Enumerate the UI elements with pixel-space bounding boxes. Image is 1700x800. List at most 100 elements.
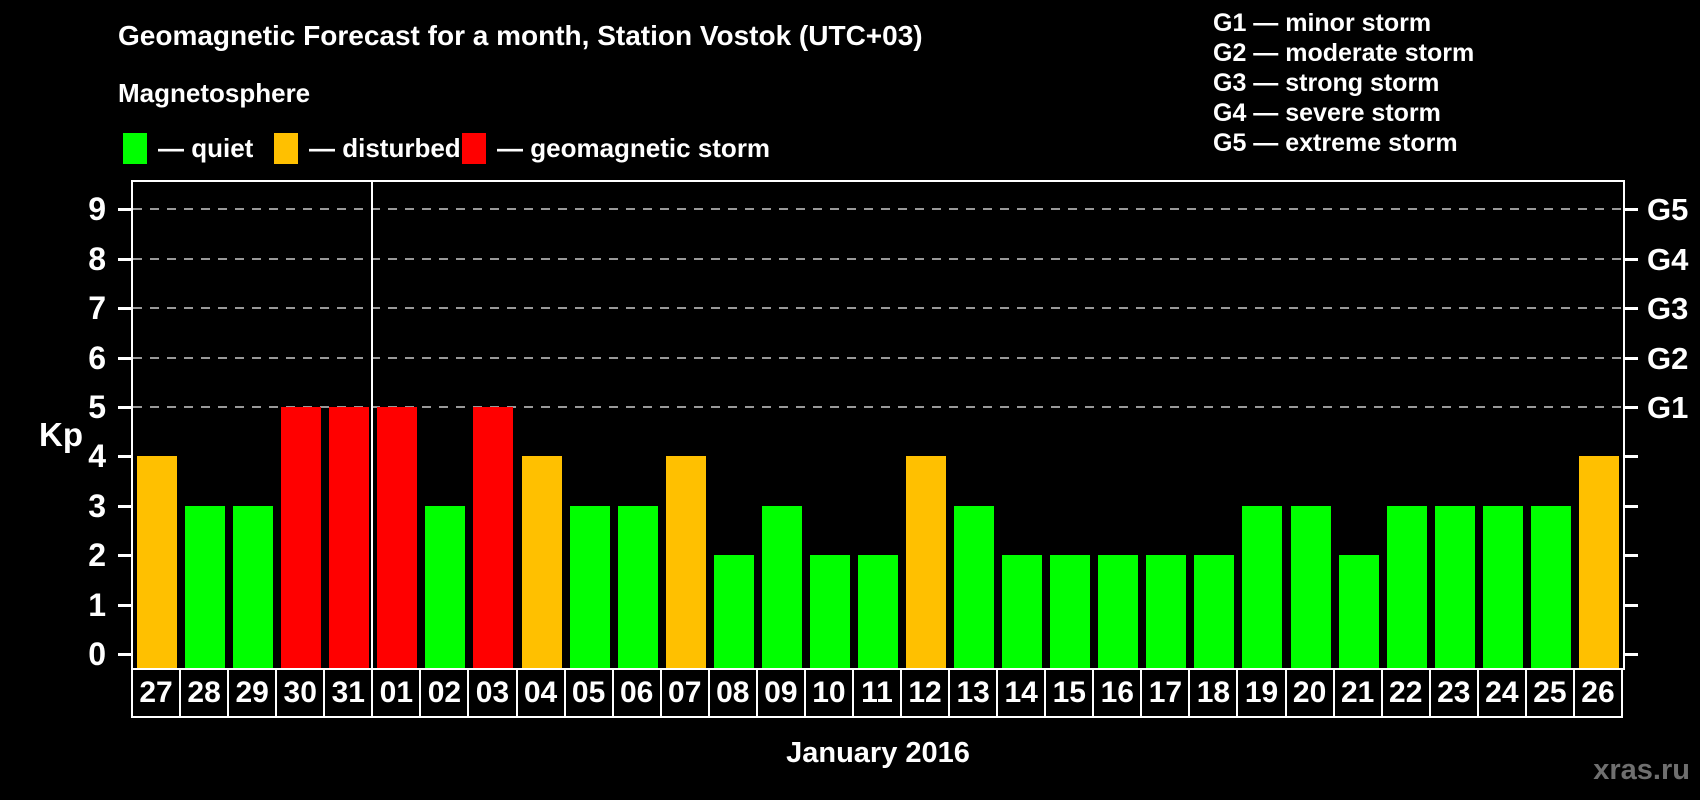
y-tick-left-2 <box>118 554 131 558</box>
day-cell-12: 12 <box>900 668 951 718</box>
kp-bar-day-31 <box>329 407 370 668</box>
kp-bar-day-15 <box>1050 555 1091 668</box>
kp-bar-day-09 <box>761 505 802 668</box>
day-cell-07: 07 <box>659 668 710 718</box>
legend-item-storm: — geomagnetic storm <box>462 132 770 164</box>
g-scale-legend-line: G5 — extreme storm <box>1213 129 1458 157</box>
g-label-G4: G4 <box>1647 241 1689 277</box>
kp-bar-day-27 <box>137 456 177 668</box>
kp-bar-day-21 <box>1338 555 1379 668</box>
storm-color-swatch <box>462 132 486 164</box>
day-cell-14: 14 <box>996 668 1047 718</box>
y-tick-left-7 <box>118 307 131 311</box>
y-tick-right-6 <box>1625 356 1638 360</box>
gridline-kp5 <box>133 406 1623 408</box>
y-tick-right-7 <box>1625 307 1638 311</box>
legend-disturbed-label: — disturbed <box>309 132 461 163</box>
kp-bar-day-01 <box>377 407 418 668</box>
kp-bar-day-14 <box>1002 555 1043 668</box>
legend-storm-label: — geomagnetic storm <box>497 132 771 163</box>
quiet-color-swatch <box>123 132 147 164</box>
kp-bar-day-29 <box>233 505 274 668</box>
g-label-G2: G2 <box>1647 340 1689 376</box>
y-tick-left-8 <box>118 257 131 261</box>
g-scale-legend-line: G2 — moderate storm <box>1213 39 1475 67</box>
day-cell-05: 05 <box>563 668 614 718</box>
kp-bar-day-05 <box>569 505 610 668</box>
day-cell-22: 22 <box>1380 668 1431 718</box>
y-tick-label-7: 7 <box>88 290 106 327</box>
day-cell-26: 26 <box>1572 668 1623 718</box>
day-cell-27: 27 <box>131 668 182 718</box>
kp-bar-day-24 <box>1482 505 1523 668</box>
y-tick-right-5 <box>1625 406 1638 409</box>
kp-bar-day-06 <box>617 505 658 668</box>
kp-bar-day-07 <box>665 456 706 668</box>
y-tick-right-8 <box>1625 257 1638 261</box>
y-tick-label-9: 9 <box>88 191 106 228</box>
kp-bar-day-19 <box>1242 505 1283 668</box>
y-tick-label-5: 5 <box>88 389 106 425</box>
day-cell-02: 02 <box>419 668 470 718</box>
y-tick-left-4 <box>118 455 131 459</box>
gridline-kp7 <box>133 307 1623 310</box>
y-axis-label: Kp <box>39 416 83 453</box>
kp-bar-day-23 <box>1434 505 1475 668</box>
legend-item-quiet: — quiet <box>123 132 253 164</box>
day-cell-11: 11 <box>851 668 903 718</box>
x-axis-label: January 2016 <box>786 737 970 769</box>
y-tick-label-8: 8 <box>88 240 106 277</box>
kp-bar-day-26 <box>1578 456 1619 668</box>
g-label-G1: G1 <box>1647 390 1689 425</box>
gridline-kp9 <box>133 208 1623 211</box>
kp-bar-day-28 <box>185 505 226 668</box>
day-cell-01: 01 <box>371 668 422 718</box>
y-tick-label-4: 4 <box>88 438 106 475</box>
kp-bar-day-12 <box>906 456 947 668</box>
day-cell-08: 08 <box>707 668 758 718</box>
day-cell-06: 06 <box>611 668 662 718</box>
y-tick-right-3 <box>1625 504 1638 508</box>
y-tick-left-5 <box>118 406 131 409</box>
y-tick-left-9 <box>118 208 131 212</box>
day-cell-28: 28 <box>179 668 230 718</box>
kp-bar-day-20 <box>1290 505 1331 668</box>
kp-bar-day-11 <box>857 555 898 668</box>
kp-bar-day-08 <box>713 555 754 668</box>
watermark: xras.ru <box>1593 754 1690 786</box>
plot-inner <box>133 182 1623 668</box>
gridline-kp6 <box>133 356 1623 359</box>
day-cell-19: 19 <box>1236 668 1287 718</box>
y-tick-left-3 <box>118 504 131 508</box>
kp-bar-day-18 <box>1194 555 1235 668</box>
g-scale-legend: G1 — minor storm G2 — moderate storm G3 … <box>1213 8 1474 158</box>
kp-bar-day-16 <box>1098 555 1139 668</box>
disturbed-color-swatch <box>274 132 298 164</box>
kp-bar-day-02 <box>425 505 466 668</box>
day-cell-04: 04 <box>515 668 566 718</box>
day-cell-20: 20 <box>1284 668 1335 718</box>
y-tick-label-3: 3 <box>88 487 106 524</box>
day-cell-09: 09 <box>755 668 806 718</box>
g-scale-legend-line: G3 — strong storm <box>1213 69 1440 97</box>
kp-bar-day-30 <box>281 407 322 668</box>
chart-title: Geomagnetic Forecast for a month, Statio… <box>118 20 923 51</box>
g-scale-legend-line: G1 — minor storm <box>1213 9 1432 37</box>
legend-quiet-label: — quiet <box>158 132 254 163</box>
day-cell-29: 29 <box>227 668 278 718</box>
kp-bar-day-25 <box>1530 505 1571 668</box>
y-tick-right-9 <box>1625 208 1638 212</box>
day-cell-10: 10 <box>803 668 854 718</box>
y-tick-right-2 <box>1625 554 1638 558</box>
day-cell-24: 24 <box>1476 668 1527 718</box>
kp-bar-day-13 <box>954 505 995 668</box>
gridline-kp8 <box>133 257 1623 260</box>
y-tick-right-0 <box>1625 653 1638 656</box>
day-cell-17: 17 <box>1140 668 1191 718</box>
y-tick-label-1: 1 <box>88 586 106 623</box>
y-tick-left-0 <box>118 653 131 656</box>
day-cell-03: 03 <box>467 668 518 718</box>
day-cell-30: 30 <box>275 668 326 718</box>
kp-bar-day-22 <box>1386 505 1427 668</box>
